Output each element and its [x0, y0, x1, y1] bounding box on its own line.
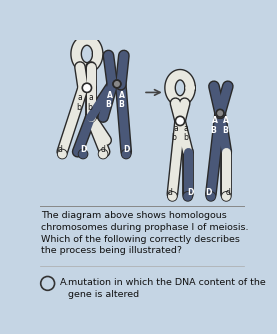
Circle shape [113, 80, 121, 88]
Text: b: b [171, 133, 176, 142]
Text: a: a [173, 124, 178, 133]
Text: The diagram above shows homologous
chromosomes during prophase I of meiosis.
Whi: The diagram above shows homologous chrom… [41, 211, 248, 256]
Circle shape [183, 192, 193, 201]
Circle shape [216, 109, 224, 117]
Text: a: a [183, 124, 188, 133]
Circle shape [207, 193, 215, 200]
Text: A: A [107, 91, 113, 100]
Text: B: B [210, 126, 216, 135]
Circle shape [79, 150, 87, 158]
Circle shape [175, 116, 185, 126]
Circle shape [82, 83, 91, 93]
Circle shape [206, 192, 216, 201]
Text: A: A [212, 117, 218, 126]
Circle shape [98, 149, 108, 159]
Circle shape [122, 150, 130, 158]
Text: B: B [118, 100, 124, 109]
Circle shape [58, 149, 67, 159]
Text: d: d [58, 145, 62, 154]
Circle shape [58, 150, 66, 158]
Text: B: B [106, 100, 111, 109]
Text: D: D [187, 188, 193, 197]
Circle shape [184, 193, 191, 200]
Text: b: b [76, 103, 81, 112]
Text: D: D [80, 145, 86, 154]
Circle shape [113, 80, 121, 88]
Circle shape [222, 192, 231, 201]
Text: d: d [101, 145, 106, 154]
Text: D: D [123, 145, 129, 154]
Circle shape [122, 149, 131, 159]
Text: b: b [183, 133, 188, 142]
Text: a: a [88, 93, 93, 102]
Text: mutation in which the DNA content of the
gene is altered: mutation in which the DNA content of the… [68, 278, 266, 299]
Text: b: b [88, 103, 93, 112]
Circle shape [78, 149, 88, 159]
Text: A: A [223, 117, 229, 126]
Text: B: B [223, 126, 228, 135]
Text: A: A [119, 91, 124, 100]
Circle shape [169, 193, 176, 200]
Text: d: d [225, 188, 230, 197]
Circle shape [168, 192, 177, 201]
Circle shape [99, 150, 107, 158]
Text: A.: A. [60, 278, 69, 287]
Text: a: a [78, 93, 82, 102]
Text: D: D [205, 188, 212, 197]
Circle shape [223, 193, 230, 200]
Text: d: d [168, 188, 173, 197]
